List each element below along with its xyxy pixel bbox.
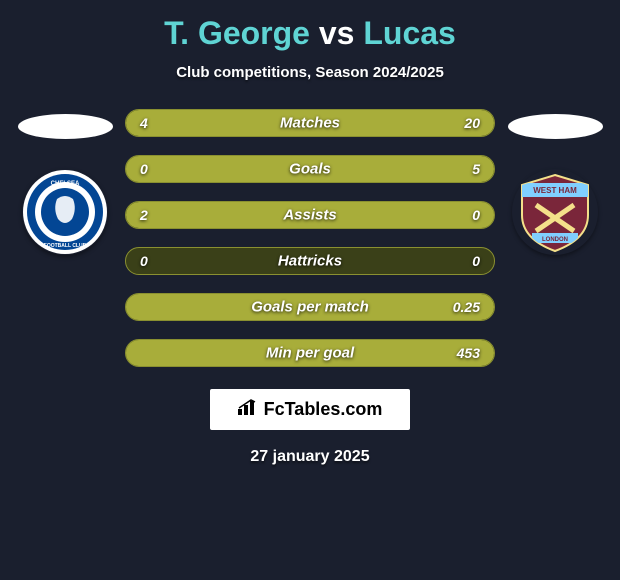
stat-row: 420Matches <box>125 109 495 137</box>
stat-label: Goals per match <box>126 299 494 316</box>
subtitle: Club competitions, Season 2024/2025 <box>0 64 620 81</box>
stat-row: 05Goals <box>125 155 495 183</box>
svg-text:WEST HAM: WEST HAM <box>533 186 577 195</box>
stat-label: Hattricks <box>126 253 494 270</box>
stat-row: 00Hattricks <box>125 247 495 275</box>
stat-label: Goals <box>126 161 494 178</box>
player1-name: T. George <box>164 15 310 51</box>
player1-avatar <box>18 114 113 139</box>
player2-name: Lucas <box>363 15 455 51</box>
stat-label: Min per goal <box>126 345 494 362</box>
svg-text:CHELSEA: CHELSEA <box>51 181 80 187</box>
site-badge: FcTables.com <box>210 389 411 430</box>
vs-text: vs <box>319 15 355 51</box>
player2-avatar <box>508 114 603 139</box>
date-text: 27 january 2025 <box>250 448 369 466</box>
left-side: CHELSEA FOOTBALL CLUB <box>10 109 120 255</box>
page-title: T. George vs Lucas <box>0 15 620 52</box>
stat-row: 20Assists <box>125 201 495 229</box>
chart-icon <box>238 399 258 420</box>
stat-label: Assists <box>126 207 494 224</box>
svg-text:LONDON: LONDON <box>542 237 568 243</box>
team2-crest: WEST HAM LONDON <box>512 169 598 255</box>
site-name: FcTables.com <box>264 399 383 420</box>
right-side: WEST HAM LONDON <box>500 109 610 255</box>
stat-row: 453Min per goal <box>125 339 495 367</box>
stat-row: 0.25Goals per match <box>125 293 495 321</box>
footer: FcTables.com 27 january 2025 <box>0 389 620 466</box>
svg-text:FOOTBALL CLUB: FOOTBALL CLUB <box>44 243 87 249</box>
stat-bars: 420Matches 05Goals 20Assists 00Hattricks 0.2… <box>120 109 500 367</box>
stat-label: Matches <box>126 115 494 132</box>
team1-crest: CHELSEA FOOTBALL CLUB <box>22 169 108 255</box>
comparison-main: CHELSEA FOOTBALL CLUB 420Matches 05Goals 2… <box>0 109 620 367</box>
